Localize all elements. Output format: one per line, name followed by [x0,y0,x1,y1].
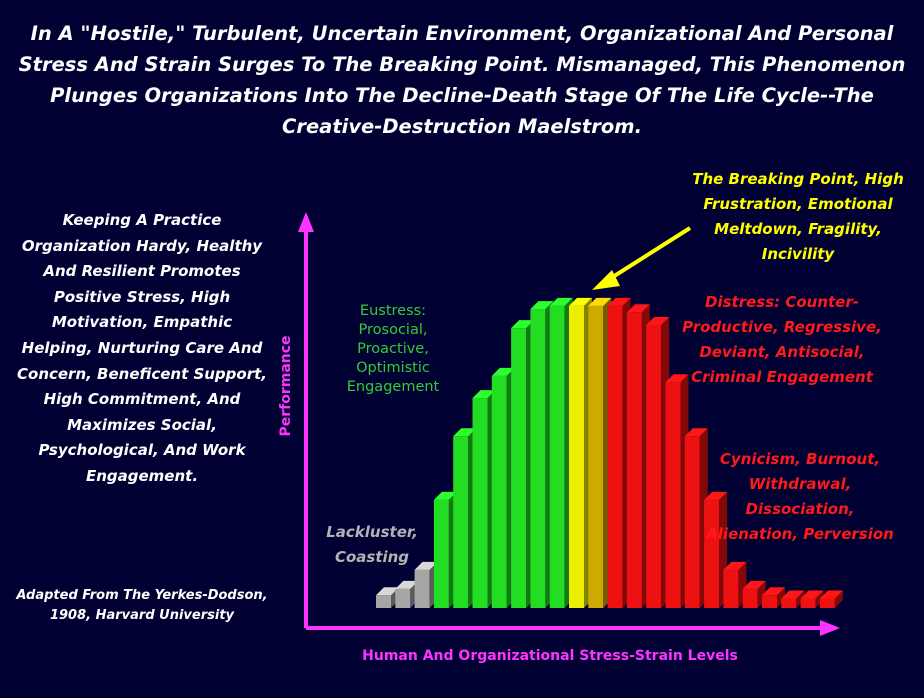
bar-front [665,382,681,608]
bar-front [646,324,662,608]
bar-front [781,598,797,608]
bar-top [704,491,728,500]
bar-front [607,305,623,608]
bars-group [376,297,843,608]
bar-side [777,587,785,608]
bar-top [684,428,708,437]
bar-front [723,569,739,608]
source-note: Adapted From The Yerkes-Dodson, 1908, Ha… [16,588,268,623]
bar-side [834,590,843,608]
x-axis-label: Human And Organizational Stress-Strain L… [362,648,738,664]
breaking-point-label: The Breaking Point, High Frustration, Em… [692,170,904,263]
bar-side [796,590,805,608]
eustress-label: Eustress: Prosocial, Proactive, Optimist… [346,303,440,395]
y-axis-arrowhead [298,212,314,232]
bar-23 [800,590,824,608]
bar-side [815,590,824,608]
bar-top [646,316,670,325]
bar-top [453,428,477,437]
x-axis-arrowhead [820,620,840,636]
bar-top [433,491,457,500]
bar-top [530,301,554,310]
bar-22 [781,590,805,608]
bar-top [569,297,592,306]
bar-top [723,561,747,570]
bar-front [491,375,507,608]
bar-top [472,390,496,399]
bar-front [569,305,584,608]
bar-front [704,499,720,608]
bar-24 [819,590,843,608]
bar-top [607,297,631,306]
bar-front [433,499,449,608]
bar-front [395,588,411,608]
bar-front [453,436,469,608]
bar-front [588,305,604,608]
bar-top [665,374,689,383]
distress-label: Distress: Counter-Productive, Regressive… [682,293,882,386]
bar-top [742,580,766,589]
bar-top [819,590,843,599]
bar-front [549,305,565,608]
bar-front [684,436,700,608]
bar-top [376,587,399,596]
y-axis-label: Performance [278,335,294,437]
bar-front [762,595,777,608]
bar-21 [762,587,785,608]
breaking-point-arrow [592,226,692,290]
bar-front [376,595,391,608]
axes-group [298,212,840,636]
cynicism-label: Cynicism, Burnout, Withdrawal, Dissociat… [706,450,894,543]
bar-top [626,304,650,313]
bar-top [549,297,573,306]
bar-top [781,590,805,599]
bar-top [414,561,438,570]
page-title: In A "Hostile," Turbulent, Uncertain Env… [18,22,906,138]
left-description: Keeping A Practice Organization Hardy, H… [17,211,267,485]
bar-top [800,590,824,599]
bar-top [511,320,535,329]
bar-11 [569,297,592,608]
bar-top [762,587,785,596]
bar-front [472,398,488,608]
bar-top [588,297,612,306]
bar-front [800,598,816,608]
bar-top [395,580,419,589]
lackluster-label: Lackluster, Coasting [326,523,418,566]
bar-front [819,598,835,608]
bar-front [742,588,758,608]
bar-top [491,367,515,376]
bar-front [626,312,642,608]
bar-front [530,309,546,608]
bar-front [414,569,430,608]
bar-front [511,328,527,608]
